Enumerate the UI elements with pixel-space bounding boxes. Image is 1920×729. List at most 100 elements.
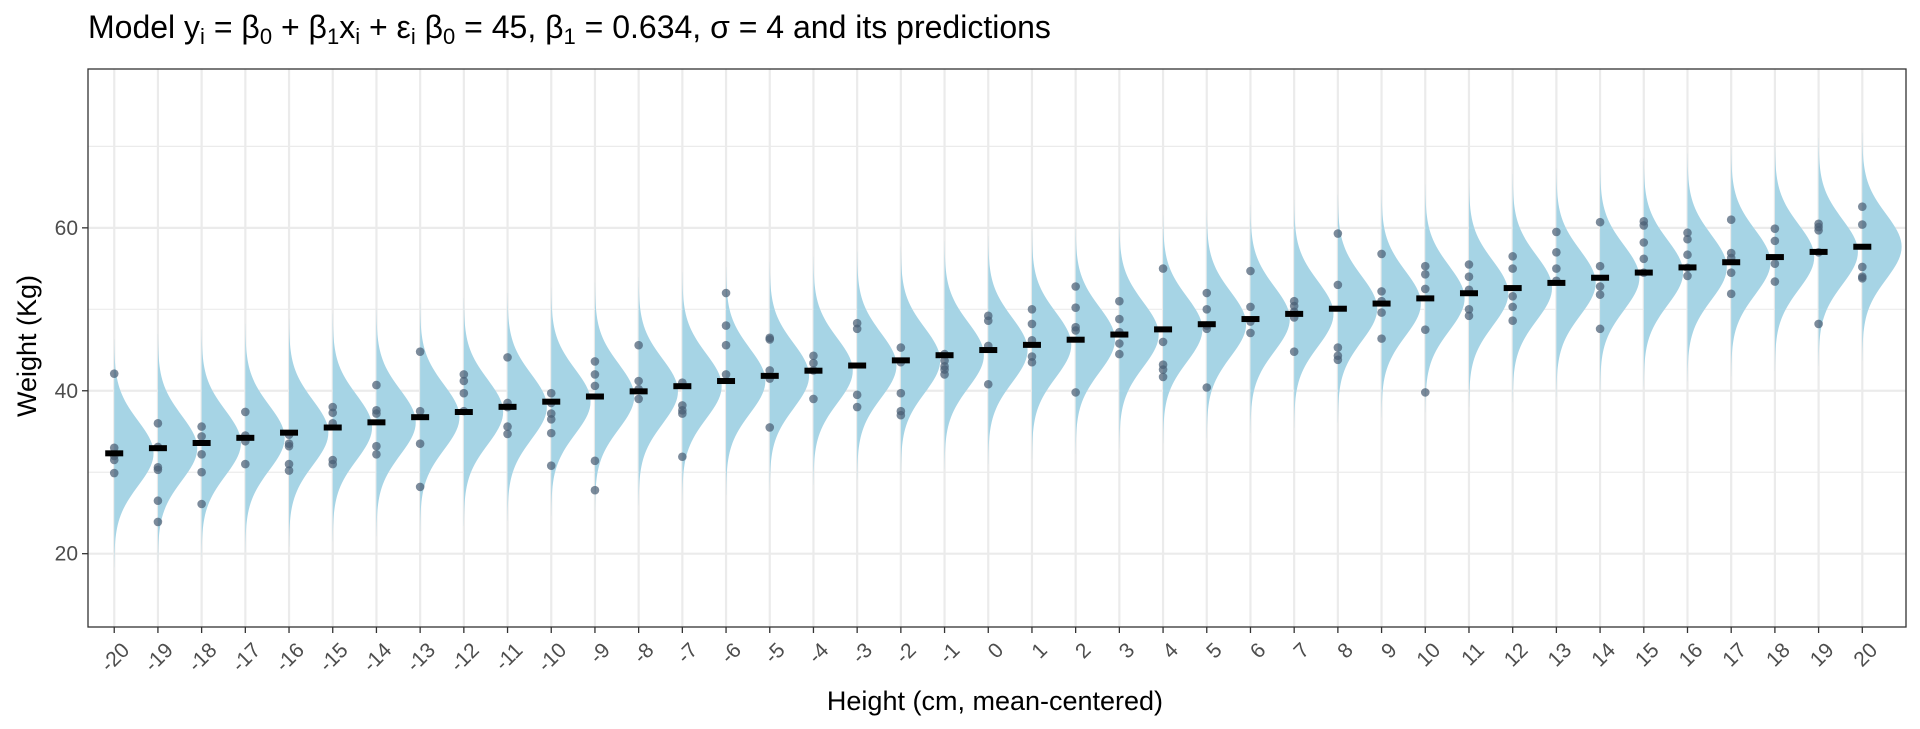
density-curve — [726, 266, 766, 496]
data-point — [415, 406, 425, 416]
data-point — [1508, 252, 1517, 261]
data-point — [459, 376, 469, 386]
data-point — [415, 482, 425, 492]
data-point — [503, 429, 512, 439]
data-point — [1115, 296, 1124, 306]
data-point — [1770, 224, 1780, 233]
data-point — [1770, 277, 1780, 286]
data-point — [109, 455, 119, 465]
predicted-mean — [542, 398, 561, 405]
data-point — [546, 428, 556, 438]
predicted-mean — [673, 383, 692, 390]
data-point — [1770, 259, 1780, 268]
density-curve — [1075, 225, 1115, 454]
x-tick-label: -3 — [848, 639, 877, 668]
data-point — [1420, 325, 1430, 334]
data-point — [1639, 221, 1649, 230]
x-tick-label: -19 — [140, 639, 178, 677]
data-point — [1071, 388, 1080, 397]
predicted-mean — [1459, 290, 1478, 297]
data-point — [284, 459, 294, 469]
data-point — [153, 517, 163, 527]
data-point — [459, 388, 469, 398]
density-curve — [594, 282, 635, 511]
data-point — [721, 288, 731, 298]
density-curve — [114, 339, 154, 568]
predicted-mean — [454, 409, 473, 416]
data-point — [590, 370, 600, 379]
data-point — [1289, 347, 1299, 356]
predicted-mean — [979, 347, 998, 354]
data-point — [1464, 260, 1474, 269]
data-point — [1202, 288, 1212, 298]
data-point — [1202, 383, 1212, 392]
data-point — [546, 388, 556, 398]
predicted-mean — [1634, 269, 1653, 276]
data-point — [852, 402, 862, 412]
data-point — [1420, 261, 1430, 271]
panel-contents — [88, 69, 1906, 627]
data-point — [1115, 314, 1124, 324]
data-point — [241, 407, 250, 417]
density-curve — [157, 334, 198, 563]
data-point — [721, 321, 731, 330]
data-point — [153, 465, 163, 475]
predicted-mean — [1809, 248, 1828, 255]
density-curve — [507, 292, 547, 521]
data-point — [1071, 326, 1080, 335]
predicted-mean — [1765, 254, 1784, 261]
x-tick-label: 5 — [1202, 639, 1227, 664]
data-point — [896, 388, 906, 398]
data-point — [328, 459, 338, 469]
density-curve — [376, 308, 416, 537]
predicted-mean — [717, 378, 736, 385]
data-point — [1420, 284, 1430, 294]
data-point — [153, 419, 163, 428]
data-point — [546, 461, 556, 471]
data-point — [1857, 202, 1867, 211]
x-tick-label: -20 — [96, 639, 134, 677]
density-curve — [1250, 205, 1290, 434]
x-tick-label: 12 — [1500, 639, 1533, 672]
data-point — [109, 369, 119, 378]
x-tick-label: 2 — [1071, 639, 1096, 664]
data-point — [1115, 339, 1124, 348]
x-tick-label: 18 — [1762, 639, 1795, 672]
x-tick-label: -18 — [184, 639, 222, 677]
x-tick-label: 17 — [1718, 639, 1751, 672]
data-point — [1595, 324, 1605, 334]
chart-title: Model yi = β0 + β1xi + εi β0 = 45, β1 = … — [88, 9, 1051, 49]
data-point — [1027, 357, 1037, 367]
predicted-mean — [105, 450, 124, 457]
predicted-mean — [1066, 336, 1085, 343]
data-point — [852, 390, 862, 400]
data-point — [1814, 225, 1823, 235]
data-point — [1071, 282, 1080, 291]
x-axis: -20 -19 -18 -17 -16 -15 -14 -13 -12 -11 -10 -9 -8 -7-… — [96, 627, 1882, 676]
density-curve — [1381, 189, 1421, 418]
predicted-mean — [1503, 285, 1522, 292]
data-point — [1464, 272, 1474, 282]
predicted-mean — [1285, 310, 1304, 317]
x-tick-label: -14 — [359, 638, 397, 676]
predicted-mean — [192, 439, 211, 446]
x-tick-label: -13 — [402, 639, 440, 677]
density-curve — [1687, 153, 1727, 382]
predicted-mean — [935, 352, 954, 359]
x-tick-label: 0 — [984, 639, 1009, 664]
density-curve — [1425, 184, 1465, 413]
data-point — [372, 450, 381, 459]
density-curve — [1731, 148, 1771, 377]
data-point — [1726, 215, 1736, 225]
data-point — [721, 370, 731, 379]
x-tick-label: -4 — [804, 638, 834, 668]
data-point — [983, 379, 993, 389]
density-curve — [1468, 179, 1509, 408]
data-point — [1333, 355, 1343, 365]
data-point — [852, 324, 862, 334]
x-tick-label: 11 — [1457, 639, 1489, 671]
data-point — [372, 441, 381, 451]
density-curve — [1818, 137, 1858, 366]
predicted-mean — [1022, 341, 1041, 348]
predicted-mean — [629, 388, 648, 395]
